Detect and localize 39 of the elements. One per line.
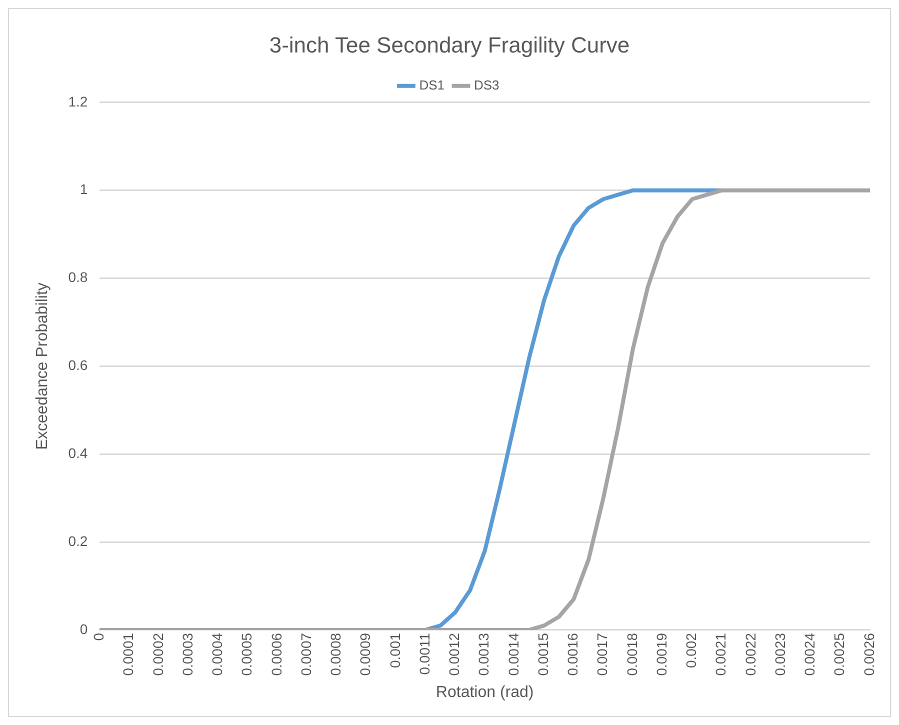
x-tick-label: 0.0015 — [534, 632, 551, 676]
x-tick-label: 0.0014 — [505, 632, 522, 676]
y-tick-label: 0.4 — [68, 444, 88, 461]
y-tick-label: 0 — [80, 620, 88, 637]
y-axis-title: Exceedance Probability — [34, 282, 52, 450]
x-tick-label: 0.0013 — [476, 632, 492, 676]
x-tick-label: 0.0021 — [712, 632, 729, 676]
x-tick-label: 0.0016 — [564, 632, 581, 676]
x-tick-label: 0.0012 — [446, 632, 462, 676]
x-axis-title: Rotation (rad) — [436, 684, 534, 701]
x-tick-label: 0.0005 — [238, 632, 255, 676]
x-tick-label: 0.001 — [386, 632, 403, 668]
x-tick-label: 0.0024 — [802, 632, 818, 676]
x-tick-label: 0.0008 — [328, 632, 344, 676]
chart-title: 3-inch Tee Secondary Fragility Curve — [269, 32, 630, 58]
x-tick-label: 0.002 — [683, 632, 700, 668]
x-tick-label: 0.0002 — [150, 632, 166, 676]
x-tick-label: 0.0023 — [772, 632, 788, 676]
y-tick-label: 0.2 — [68, 532, 88, 549]
x-tick-label: 0.0019 — [653, 632, 670, 676]
x-tick-label: 0.0026 — [860, 632, 877, 676]
x-tick-label: 0.0001 — [120, 632, 136, 676]
y-tick-label: 0.8 — [68, 269, 88, 286]
y-tick-label: 0.6 — [68, 357, 88, 374]
x-tick-label: 0.0009 — [357, 632, 374, 676]
x-tick-label: 0.0025 — [831, 632, 848, 676]
y-tick-label: 1.2 — [68, 93, 88, 110]
x-tick-label: 0 — [90, 632, 107, 641]
legend-label: DS1 — [419, 77, 445, 92]
y-tick-label: 1 — [80, 181, 88, 198]
x-tick-label: 0.0017 — [594, 632, 610, 676]
x-tick-label: 0.0004 — [209, 632, 226, 676]
x-tick-label: 0.0022 — [742, 632, 758, 676]
x-tick-label: 0.0018 — [624, 632, 640, 676]
x-tick-label: 0.0011 — [416, 632, 432, 675]
x-tick-label: 0.0003 — [179, 632, 196, 676]
x-tick-label: 0.0006 — [268, 632, 284, 676]
x-tick-label: 0.0007 — [298, 632, 314, 676]
legend-label: DS3 — [474, 77, 500, 92]
